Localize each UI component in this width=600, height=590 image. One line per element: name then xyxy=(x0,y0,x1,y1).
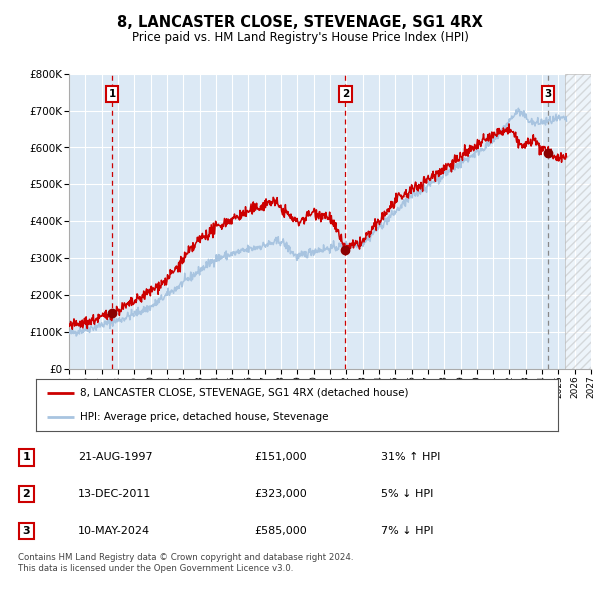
Text: 8, LANCASTER CLOSE, STEVENAGE, SG1 4RX (detached house): 8, LANCASTER CLOSE, STEVENAGE, SG1 4RX (… xyxy=(80,388,409,398)
Text: HPI: Average price, detached house, Stevenage: HPI: Average price, detached house, Stev… xyxy=(80,412,329,422)
Text: £585,000: £585,000 xyxy=(254,526,307,536)
Text: 8, LANCASTER CLOSE, STEVENAGE, SG1 4RX: 8, LANCASTER CLOSE, STEVENAGE, SG1 4RX xyxy=(117,15,483,30)
Text: 3: 3 xyxy=(23,526,30,536)
Text: £323,000: £323,000 xyxy=(254,489,307,499)
Text: 1: 1 xyxy=(109,89,116,99)
Text: 5% ↓ HPI: 5% ↓ HPI xyxy=(380,489,433,499)
Text: £151,000: £151,000 xyxy=(254,453,307,463)
Text: 3: 3 xyxy=(544,89,551,99)
Text: 31% ↑ HPI: 31% ↑ HPI xyxy=(380,453,440,463)
Text: 10-MAY-2024: 10-MAY-2024 xyxy=(78,526,151,536)
Text: 21-AUG-1997: 21-AUG-1997 xyxy=(78,453,153,463)
Text: 2: 2 xyxy=(342,89,349,99)
Text: 13-DEC-2011: 13-DEC-2011 xyxy=(78,489,152,499)
Bar xyxy=(565,74,591,369)
Text: Contains HM Land Registry data © Crown copyright and database right 2024.
This d: Contains HM Land Registry data © Crown c… xyxy=(18,553,353,573)
Text: 1: 1 xyxy=(23,453,30,463)
Text: 7% ↓ HPI: 7% ↓ HPI xyxy=(380,526,433,536)
Text: Price paid vs. HM Land Registry's House Price Index (HPI): Price paid vs. HM Land Registry's House … xyxy=(131,31,469,44)
Bar xyxy=(565,74,591,369)
Text: 2: 2 xyxy=(23,489,30,499)
